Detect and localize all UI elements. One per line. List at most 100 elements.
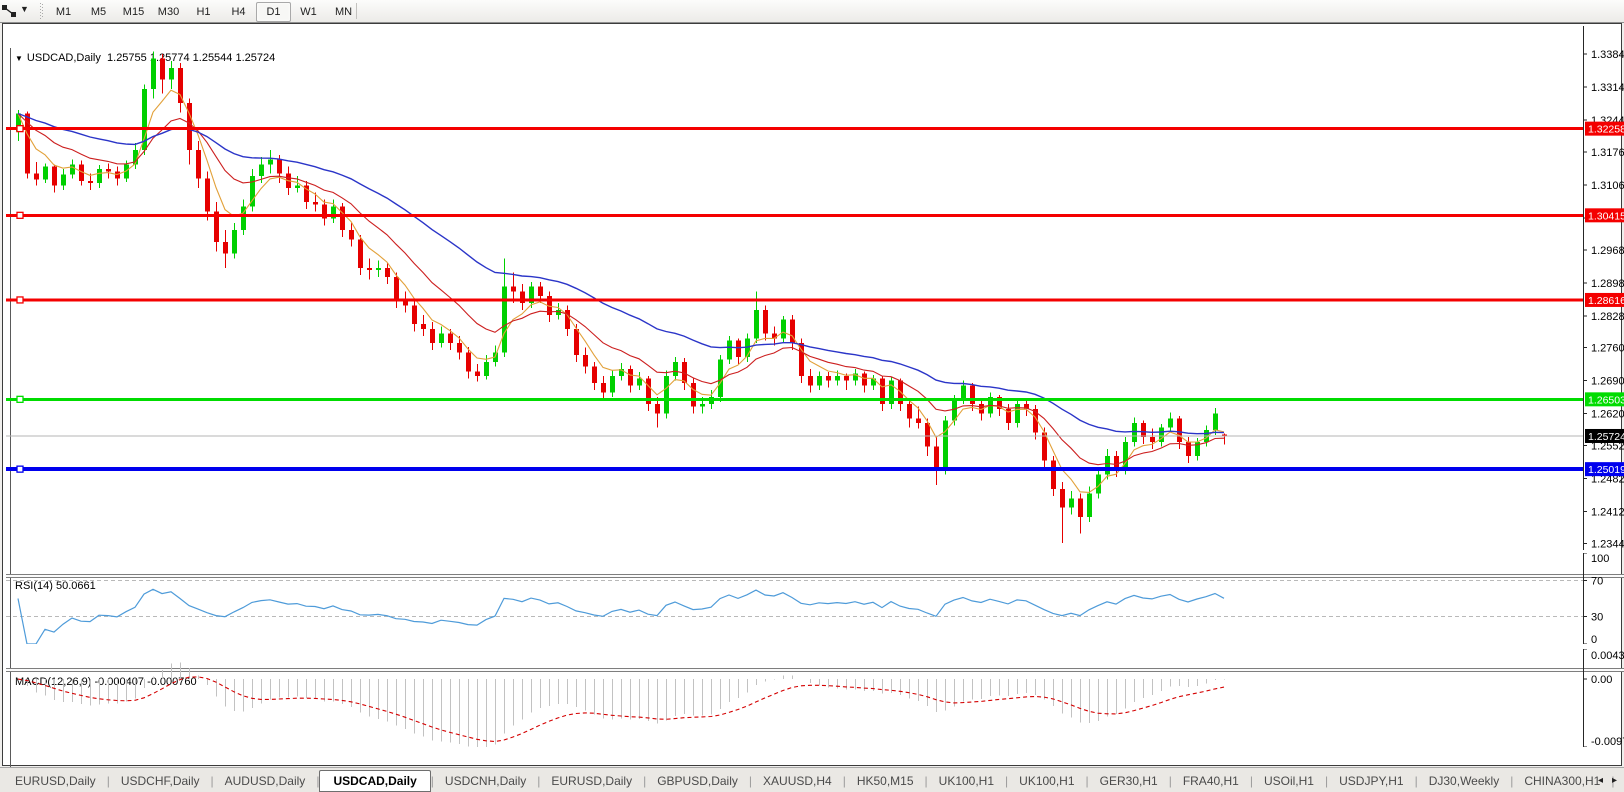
tab-separator: | [430,773,434,788]
timeframe-button-mn[interactable]: MN [334,6,353,18]
chart-tab-fra40-h1[interactable]: FRA40,H1 [1182,773,1239,788]
macd-histogram [27,662,1225,747]
rsi-line [17,588,1225,644]
chart-tabs: EURUSD,Daily | USDCHF,Daily | AUDUSD,Daily | U… [4,768,1624,792]
toolbar: ▼ M1 M5 M15 M30 H1 H4 D1 W1 MN [0,0,1624,23]
price-tag [1585,292,1624,307]
tab-separator: | [1168,773,1172,788]
timeframe-button-m15[interactable]: M15 [122,6,145,18]
chart-ohlc-values: 1.25755 1.25774 1.25544 1.25724 [107,52,276,64]
chart-tab-xauusd-h4[interactable]: XAUUSD,H4 [763,773,832,788]
timeframe-button-m5[interactable]: M5 [90,6,107,18]
timeframe-button-h1[interactable]: H1 [196,6,211,18]
tab-scroll-right-icon[interactable]: ▸ [1611,775,1618,786]
tab-separator: | [748,773,753,788]
hline-anchor[interactable] [16,465,24,473]
price-tick-label: 1.24120 [1591,506,1624,518]
macd-indicator-label: MACD(12,26,9) -0.000407 -0.000760 [15,676,197,688]
price-pane[interactable]: 1.338401.331401.324401.317601.310601.303… [6,26,1624,550]
chart-tab-audusd-daily[interactable]: AUDUSD,Daily [224,773,306,788]
chart-tab-uk100-h1[interactable]: UK100,H1 [938,773,995,788]
price-tick-label: 1.26200 [1591,409,1624,421]
price-tag [1585,462,1624,477]
candlestick-series [16,51,1227,543]
price-tag-label: 1.32258 [1588,124,1624,136]
price-tick-label: 1.31760 [1591,147,1624,159]
timeframe-button-h4[interactable]: H4 [231,6,246,18]
price-tick-label: 1.23440 [1591,538,1624,550]
timeframe-button-w1[interactable]: W1 [300,6,317,18]
hline-anchor[interactable] [16,124,24,133]
timeframe-button-m30[interactable]: M30 [157,6,180,18]
price-tick-label: 1.27600 [1591,343,1624,355]
ma-overlay-5 [17,89,1225,493]
price-tag-label: 1.25724 [1588,431,1624,443]
tab-separator: | [1611,773,1615,788]
pane-separator[interactable] [6,574,1624,578]
chart-tab-china300-h1[interactable]: CHINA300,H1 [1524,773,1601,788]
chart-tab-usdchf-daily[interactable]: USDCHF,Daily [120,773,200,788]
tab-separator: | [106,773,110,788]
price-tick-label: 1.33140 [1591,82,1624,94]
macd-tick-label: 0.00 [1591,674,1612,686]
toolbar-grip[interactable] [40,3,44,19]
price-tag [1585,208,1624,223]
tab-separator: | [1005,773,1009,788]
chart-tab-bar: EURUSD,Daily | USDCHF,Daily | AUDUSD,Daily | U… [0,767,1624,792]
timeframe-button-m1[interactable]: M1 [55,6,72,18]
chart-window[interactable]: ▼ USDCAD,Daily 1.25755 1.25774 1.25544 1.… [2,23,1624,790]
price-tag [1585,428,1624,443]
price-tag [1585,121,1624,136]
tab-separator: | [1414,773,1418,788]
hline-anchor[interactable] [16,395,24,403]
chart-tab-usdjpy-h1[interactable]: USDJPY,H1 [1339,773,1404,788]
chart-tab-usoil-h1[interactable]: USOil,H1 [1263,773,1314,788]
tab-separator: | [1324,773,1329,788]
pane-left-border [10,48,11,790]
tab-separator: | [643,773,647,788]
macd-tick-label: -0.00977 [1591,736,1624,747]
tab-separator: | [1510,773,1514,788]
price-tick-label: 1.25520 [1591,441,1624,453]
tab-separator: | [316,773,320,788]
pane-separator[interactable] [6,668,1624,672]
chart-tab-eurusd-daily[interactable]: EURUSD,Daily [551,773,633,788]
chart-tab-dj30-weekly[interactable]: DJ30,Weekly [1428,773,1500,788]
chart-tab-eurusd-daily[interactable]: EURUSD,Daily [15,773,96,788]
toolbar-separator [356,3,357,19]
price-tag [1585,392,1624,407]
hline-anchor[interactable] [16,296,24,304]
rsi-pane[interactable]: 100 70 30 0 [6,553,1624,644]
macd-signal-line [17,676,1225,743]
chart-tab-gbpusd-daily[interactable]: GBPUSD,Daily [657,773,738,788]
timeframe-toolbar: M1 M5 M15 M30 H1 H4 D1 W1 MN [46,1,361,22]
rsi-indicator-label: RSI(14) 50.0661 [15,580,96,592]
price-tick-label: 1.24820 [1591,474,1624,486]
hline-anchor[interactable] [16,211,24,219]
objects-tool-button[interactable]: ▼ [0,2,36,20]
chart-tab-hk50-m15[interactable]: HK50,M15 [856,773,914,788]
chart-tab-ger30-h1[interactable]: GER30,H1 [1099,773,1158,788]
price-tick-label: 1.33840 [1591,49,1624,61]
chart-tab-usdcad-daily[interactable]: USDCAD,Daily [319,769,431,792]
chart-tab-usdcnh-daily[interactable]: USDCNH,Daily [444,773,527,788]
price-tick-label: 1.28980 [1591,278,1624,290]
timeframe-button-d1[interactable]: D1 [256,2,291,22]
rsi-tick-label: 100 [1591,553,1609,565]
price-tag-label: 1.26503 [1588,394,1624,406]
ma-overlay-34 [17,112,1225,435]
rsi-tick-label: 70 [1591,575,1603,587]
rsi-tick-label: 0 [1591,634,1597,644]
tab-separator: | [842,773,846,788]
objects-tool-icon [2,5,16,17]
price-tag-label: 1.25019 [1588,464,1624,476]
macd-pane[interactable]: 0.004328 0.00 -0.00977 [6,649,1624,747]
chart-tab-uk100-h1[interactable]: UK100,H1 [1019,773,1075,788]
price-tag-label: 1.30415 [1588,210,1624,222]
symbol-dropdown-icon[interactable]: ▼ [15,54,23,63]
rsi-tick-label: 30 [1591,612,1603,624]
chart-title: ▼ USDCAD,Daily 1.25755 1.25774 1.25544 1.… [15,52,275,64]
tab-separator: | [924,773,928,788]
tab-scroll-left-icon[interactable]: ◂ [1597,775,1604,786]
tab-separator: | [1249,773,1253,788]
